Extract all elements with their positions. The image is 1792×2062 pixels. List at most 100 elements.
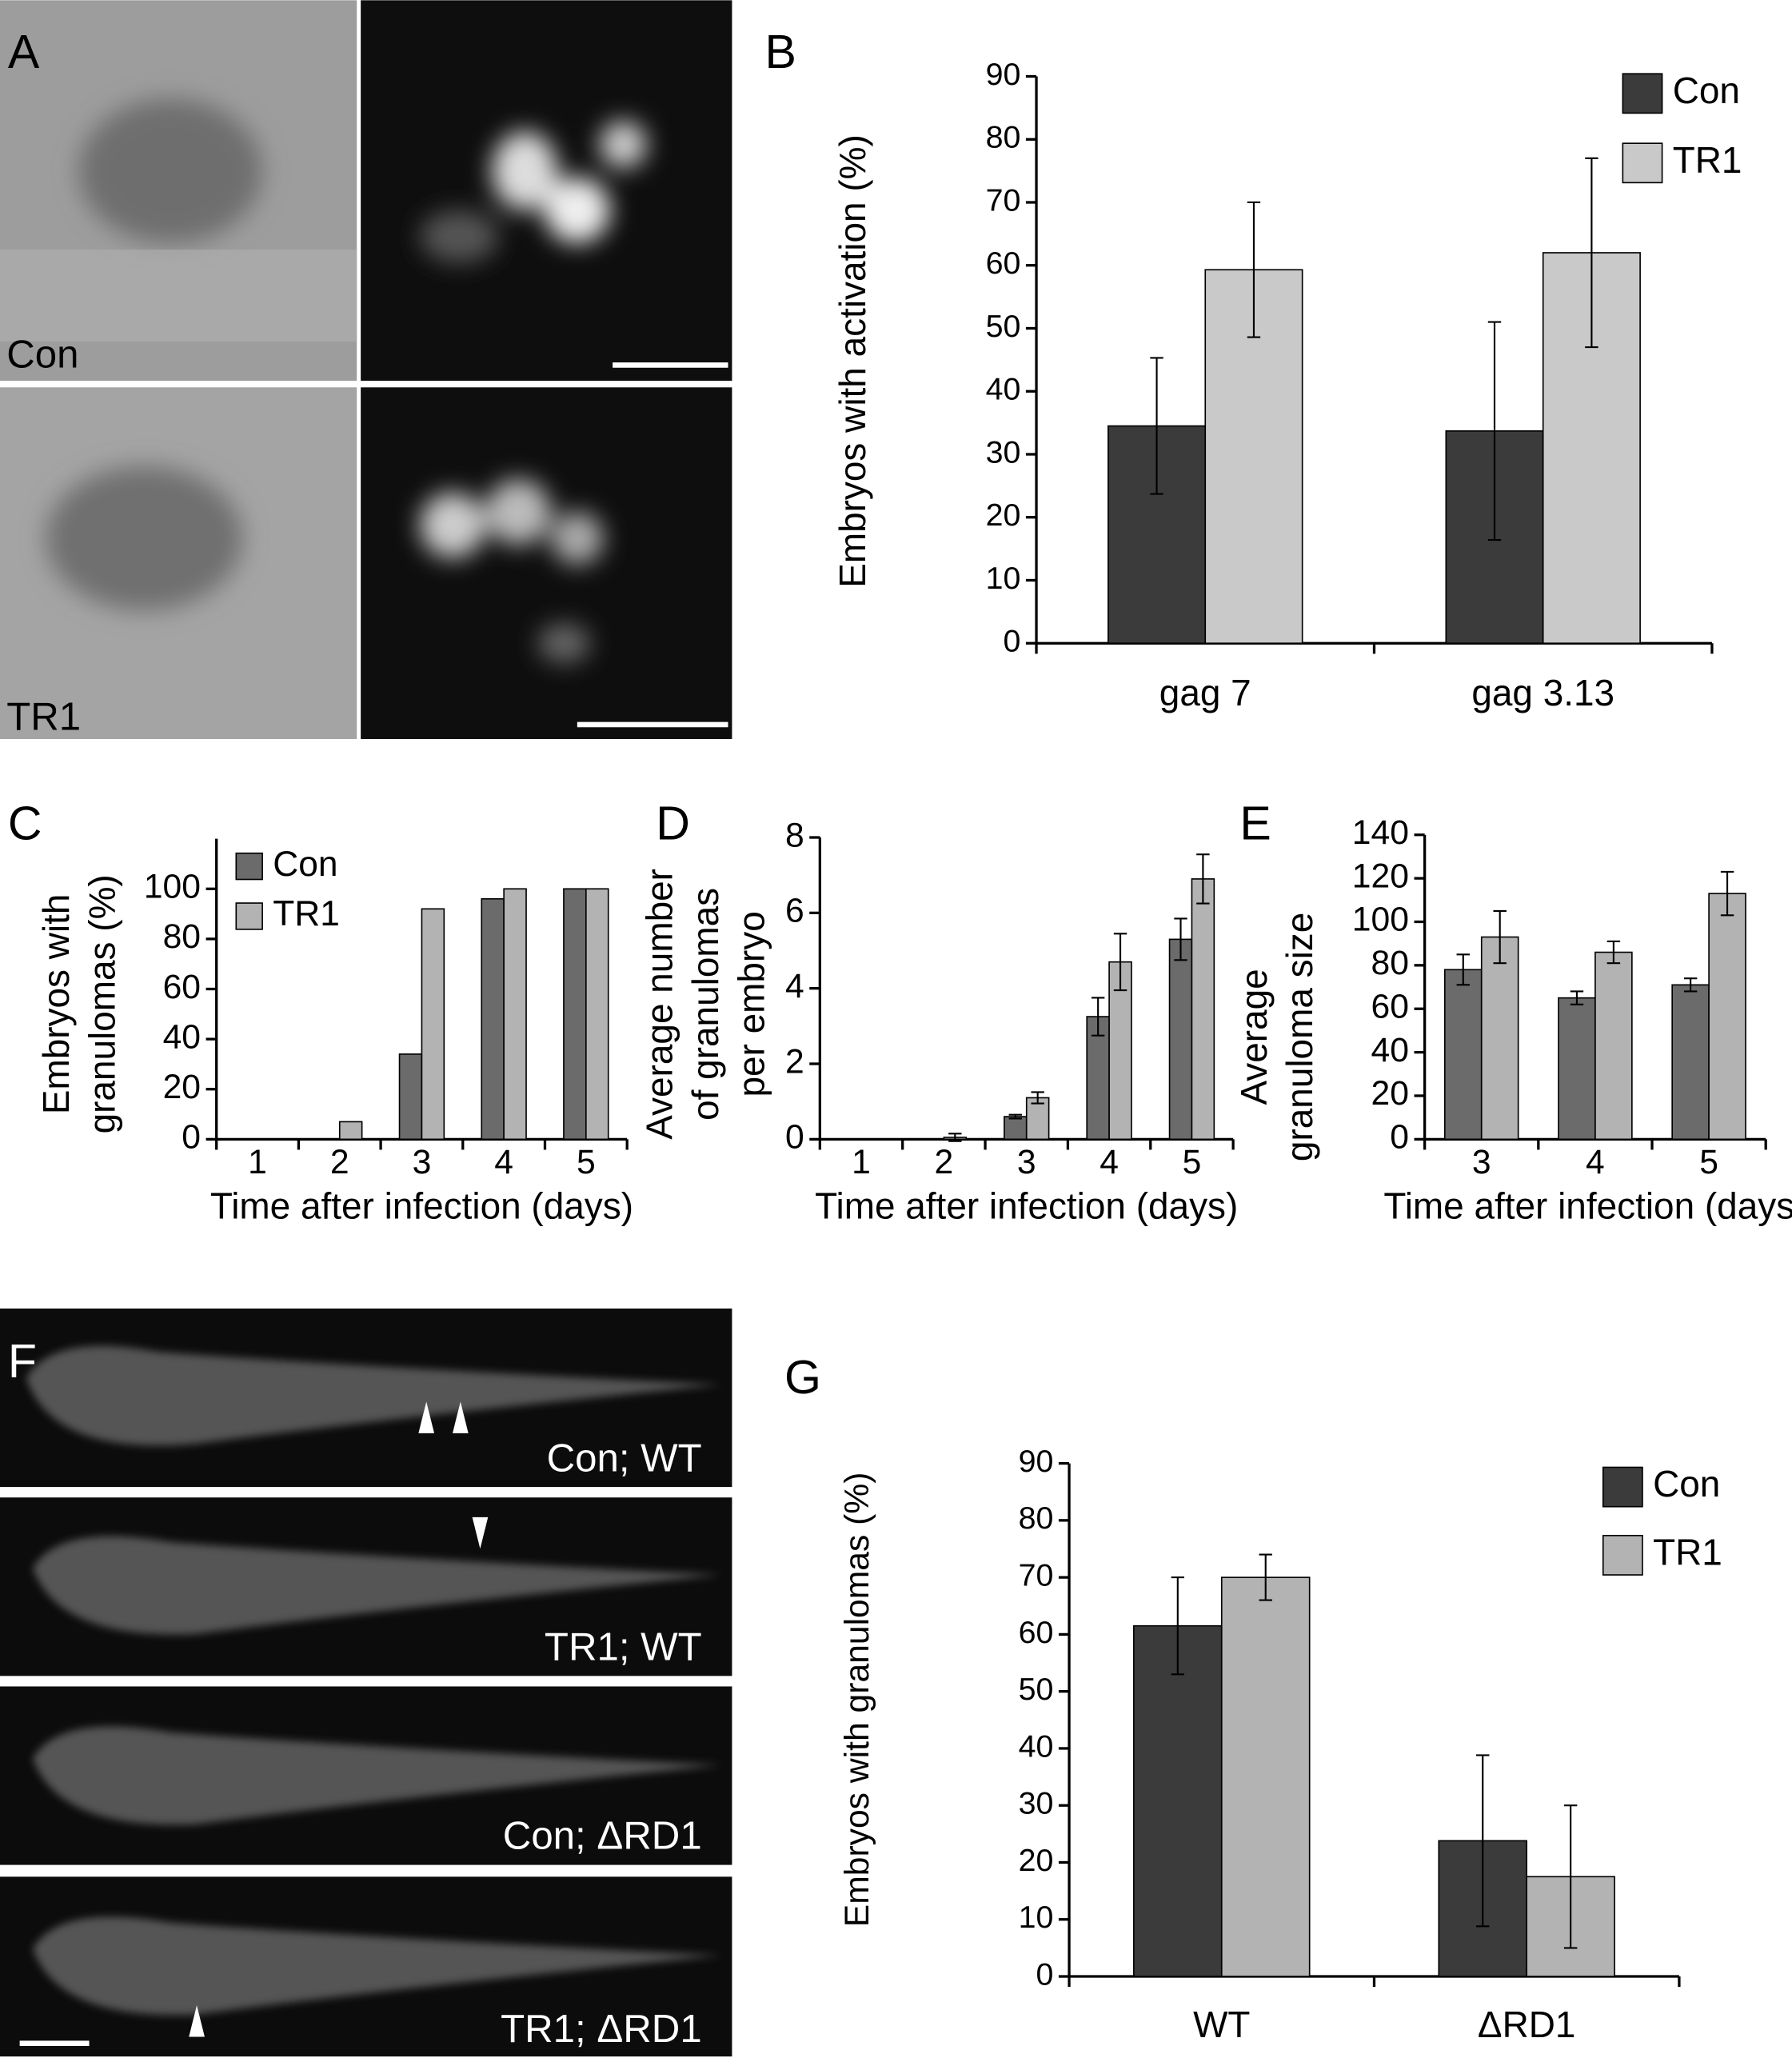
y-tick-label: 30 [986,434,1021,470]
bar [503,888,527,1141]
x-tick-label: 2 [935,1143,954,1181]
error-bar [1585,157,1598,349]
bar [1594,951,1633,1141]
error-bar [1570,990,1584,1005]
y-tick-label: 120 [1352,857,1409,895]
error-bar [1091,997,1105,1037]
y-tick-label: 40 [1019,1728,1054,1764]
x-tick-label: 2 [330,1143,349,1181]
bar [481,897,505,1141]
x-tick-label: 4 [1586,1143,1605,1181]
bar [1168,938,1193,1141]
y-axis-label: granuloma size [1279,913,1320,1161]
y-axis-label: per embryo [730,911,772,1097]
x-tick-label: gag 7 [1159,672,1251,713]
fluorescence-signal [419,479,604,663]
x-tick-label: 5 [1699,1143,1718,1181]
y-tick-label: 90 [986,57,1021,92]
x-tick-label: WT [1193,2004,1250,2045]
error-bar [1720,870,1734,917]
x-tick-label: gag 3.13 [1471,672,1614,713]
bar [1004,1116,1028,1141]
y-tick-label: 0 [785,1118,804,1157]
chart-panel: E 0 20 40 60 80 100 120 140 Average granuloma size… [1233,797,1792,1226]
x-tick-label: 4 [1100,1143,1119,1181]
dic-texture [0,250,357,342]
y-tick-label: 0 [1390,1118,1409,1157]
image-label: Con; WT [547,1436,702,1480]
error-bar [1150,357,1163,495]
chart-panel: D 0 2 4 6 8 Average number of granulomas per emb… [639,797,1239,1226]
y-axis-label: Embryos with granulomas (%) [838,1473,876,1928]
bar [1191,878,1215,1141]
bar [398,1053,423,1141]
y-tick-label: 40 [163,1017,201,1056]
arrowheads [189,1401,489,2037]
error-bar [1113,933,1127,992]
error-bar [1008,1113,1022,1120]
panel-a: A Con TR1 [0,0,732,739]
legend-swatch [235,852,263,881]
legend-label: TR1 [1653,1532,1722,1573]
error-bar [1456,953,1470,986]
chart-panel: G 0 10 20 30 40 50 60 70 80 90 Embryos with granulo… [784,1351,1722,2045]
y-axis-label: of granulomas [684,888,726,1121]
bar [1443,969,1483,1141]
y-tick-label: 10 [986,561,1021,596]
chart-panel: B 0 10 20 30 40 50 60 70 80 90 Embryos with activat… [764,26,1742,713]
y-tick-label: 0 [1003,624,1020,659]
y-tick-label: 50 [986,309,1021,344]
legend-swatch [1622,73,1663,114]
y-tick-label: 30 [1019,1786,1054,1821]
legend-label: Con [273,845,337,884]
panel-f: F Con; WT TR1; WT Con; ΔRD1 TR1; ΔRD1 [0,1308,732,2057]
y-tick-label: 4 [785,967,804,1005]
error-bar [1196,853,1210,905]
legend-swatch [1622,142,1663,184]
bar [585,888,609,1141]
y-tick-label: 60 [1019,1615,1054,1650]
bar [1480,936,1519,1141]
y-tick-label: 80 [163,917,201,956]
panel-label: E [1239,797,1271,849]
error-bar [1683,977,1698,993]
chart-panel: C 0 20 40 60 80 100 Embryos with granulomas (%) T… [8,797,633,1226]
y-tick-label: 0 [182,1118,201,1157]
embryo-shapes [26,1345,722,2016]
y-tick-label: 70 [1019,1558,1054,1593]
y-axis-label: Embryos with activation (%) [832,134,873,588]
x-axis-label: Time after infection (days) [815,1185,1238,1226]
x-axis-label: Time after infection (days) [210,1185,633,1226]
bar [1025,1097,1050,1141]
x-tick-label: 5 [577,1143,596,1181]
bar [1708,893,1746,1141]
y-axis-label: granulomas (%) [81,874,122,1133]
bar [1558,997,1596,1141]
y-tick-label: 20 [986,498,1021,533]
y-tick-label: 40 [1371,1031,1409,1069]
y-tick-label: 90 [1019,1444,1054,1479]
y-tick-label: 20 [1019,1843,1054,1878]
image-label: Con; ΔRD1 [503,1814,702,1858]
bar [1108,961,1132,1141]
error-bar [1247,201,1261,338]
error-bar [1493,909,1507,965]
error-bar [1171,1576,1185,1676]
y-tick-label: 10 [1019,1900,1054,1935]
y-tick-label: 20 [1371,1074,1409,1113]
image-label: TR1; WT [545,1625,702,1669]
y-tick-label: 70 [986,182,1021,218]
bar [1133,1624,1223,1977]
y-tick-label: 100 [1352,901,1409,939]
x-tick-label: 5 [1183,1143,1202,1181]
error-bar [948,1133,962,1142]
legend-label: Con [1673,70,1740,111]
panel-label: A [8,26,40,78]
y-tick-label: 100 [144,868,201,906]
y-tick-label: 140 [1352,813,1409,852]
error-bar [1259,1553,1272,1601]
y-tick-label: 60 [986,246,1021,281]
bar [563,888,587,1141]
y-tick-label: 6 [785,892,804,930]
